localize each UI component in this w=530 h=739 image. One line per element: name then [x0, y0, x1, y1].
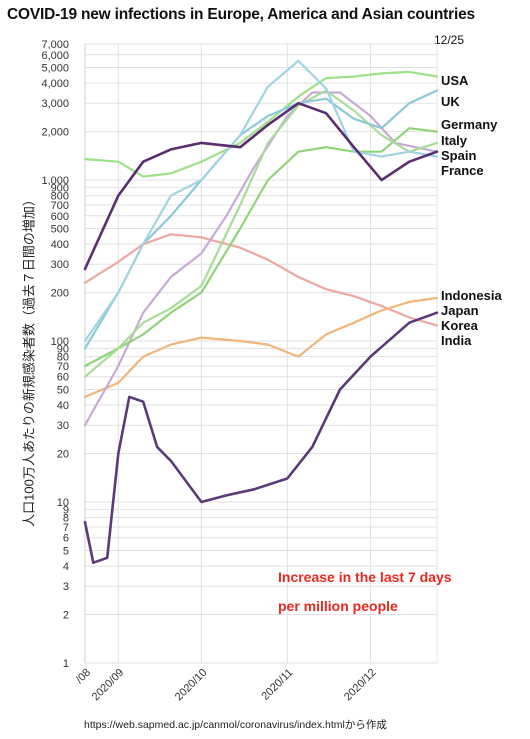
series-line-france: [83, 59, 439, 343]
y-tick-label: 80: [57, 352, 69, 364]
legend-label-indonesia: Indonesia: [441, 288, 502, 303]
x-tick-label: 2020/10: [173, 667, 210, 704]
date-label: 12/25: [434, 33, 465, 47]
y-tick-label: 4: [63, 561, 69, 573]
annotation-line-1: Increase in the last 7 days: [278, 569, 452, 585]
y-tick-label: 5: [63, 545, 69, 557]
x-tick-label: /08: [74, 667, 93, 686]
legend-label-italy: Italy: [441, 133, 468, 148]
y-tick-label: 1,000: [41, 175, 69, 187]
series-line-india: [83, 91, 439, 427]
legend-label-japan: Japan: [441, 303, 479, 318]
legend-label-uk: UK: [441, 94, 460, 109]
y-tick-label: 50: [57, 384, 69, 396]
y-tick-label: 600: [51, 211, 69, 223]
y-tick-label: 10: [57, 497, 69, 509]
y-tick-label: 40: [57, 400, 69, 412]
y-tick-label: 5,000: [41, 63, 69, 75]
x-tick-label: 2020/12: [342, 667, 379, 704]
chart-title: COVID-19 new infections in Europe, Ameri…: [7, 6, 475, 23]
y-tick-label: 700: [51, 200, 69, 212]
y-tick-label: 3: [63, 581, 69, 593]
y-tick-label: 7,000: [41, 39, 69, 51]
y-tick-label: 60: [57, 372, 69, 384]
legend-label-spain: Spain: [441, 148, 476, 163]
y-tick-label: 900: [51, 182, 69, 194]
x-tick-label: 2020/09: [90, 667, 127, 704]
y-tick-label: 300: [51, 259, 69, 271]
y-tick-label: 2: [63, 610, 69, 622]
y-tick-label: 8: [63, 513, 69, 525]
series-line-spain: [83, 101, 439, 271]
annotation-line-2: per million people: [278, 598, 398, 614]
y-tick-label: 7: [63, 522, 69, 534]
series-line-usa: [83, 70, 439, 178]
legend-label-korea: Korea: [441, 318, 479, 333]
y-tick-label: 100: [51, 336, 69, 348]
y-tick-label: 6,000: [41, 50, 69, 62]
y-tick-label: 6: [63, 533, 69, 545]
y-tick-label: 500: [51, 224, 69, 236]
legend-label-france: France: [441, 163, 484, 178]
legend-label-usa: USA: [441, 73, 469, 88]
y-tick-label: 1: [63, 658, 69, 670]
y-tick-label: 30: [57, 420, 69, 432]
y-tick-label: 2,000: [41, 127, 69, 139]
y-tick-label: 400: [51, 239, 69, 251]
y-tick-label: 4,000: [41, 78, 69, 90]
legend-label-india: India: [441, 333, 472, 348]
y-tick-label: 90: [57, 343, 69, 355]
y-tick-label: 800: [51, 191, 69, 203]
series-line-italy: [83, 89, 439, 378]
source-credit: https://web.sapmed.ac.jp/canmol/coronavi…: [84, 719, 387, 731]
y-tick-label: 70: [57, 361, 69, 373]
series-line-germany: [83, 127, 439, 368]
y-tick-label: 9: [63, 504, 69, 516]
y-tick-label: 200: [51, 288, 69, 300]
series-line-indonesia: [83, 233, 439, 327]
x-tick-label: 2020/11: [259, 667, 295, 703]
series-lines: [83, 59, 439, 564]
series-line-japan: [83, 296, 439, 398]
y-tick-label: 3,000: [41, 98, 69, 110]
legend-label-germany: Germany: [441, 117, 498, 132]
y-tick-label: 20: [57, 449, 69, 461]
series-line-korea: [83, 311, 439, 564]
